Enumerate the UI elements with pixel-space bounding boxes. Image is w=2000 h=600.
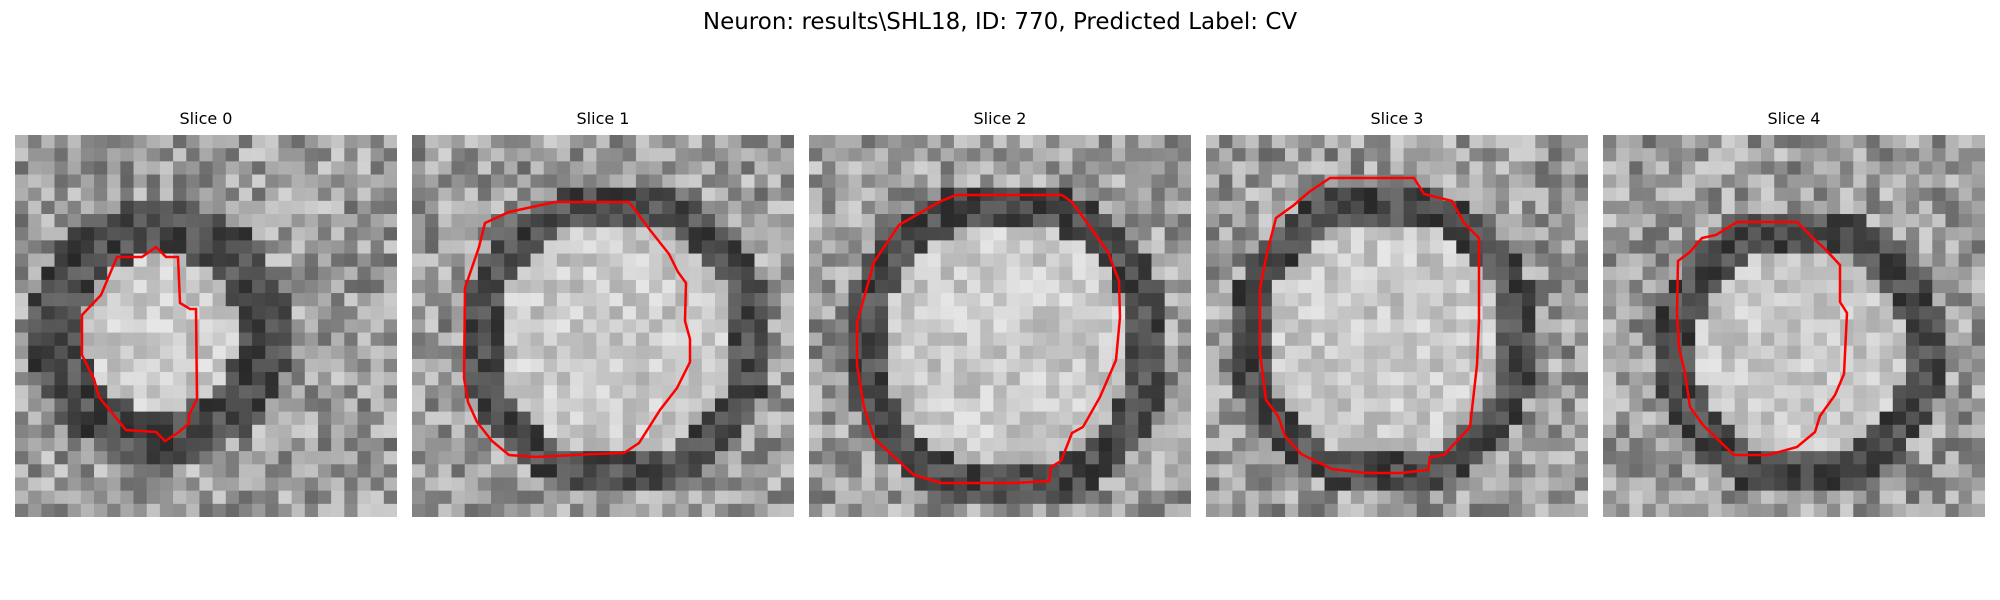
slice-title: Slice 1 [576,109,630,128]
grayscale-pixels [1206,135,1588,517]
slice-panel-0: Slice 0 [15,108,397,518]
slice-image [1603,135,1985,517]
grayscale-pixels [1603,135,1985,517]
roi-contour [1258,176,1481,475]
slice-image [15,135,397,517]
slice-title: Slice 2 [973,109,1027,128]
slice-panel-4: Slice 4 [1603,108,1985,518]
grayscale-pixels [809,135,1191,517]
slice-panel-1: Slice 1 [412,108,794,518]
roi-contour [855,193,1122,485]
slice-title: Slice 3 [1370,109,1424,128]
grayscale-pixels [412,135,794,517]
slice-title: Slice 4 [1767,109,1821,128]
roi-contour [462,200,692,459]
figure-title: Neuron: results\SHL18, ID: 770, Predicte… [702,9,1298,35]
slice-image [809,135,1191,517]
slice-panel-2: Slice 2 [809,108,1191,518]
slice-image [412,135,794,517]
slice-image [1206,135,1588,517]
roi-contour [1675,220,1849,457]
grayscale-pixels [15,135,397,517]
slice-panel-3: Slice 3 [1206,108,1588,518]
slice-title: Slice 0 [179,109,233,128]
roi-contour [80,245,199,443]
